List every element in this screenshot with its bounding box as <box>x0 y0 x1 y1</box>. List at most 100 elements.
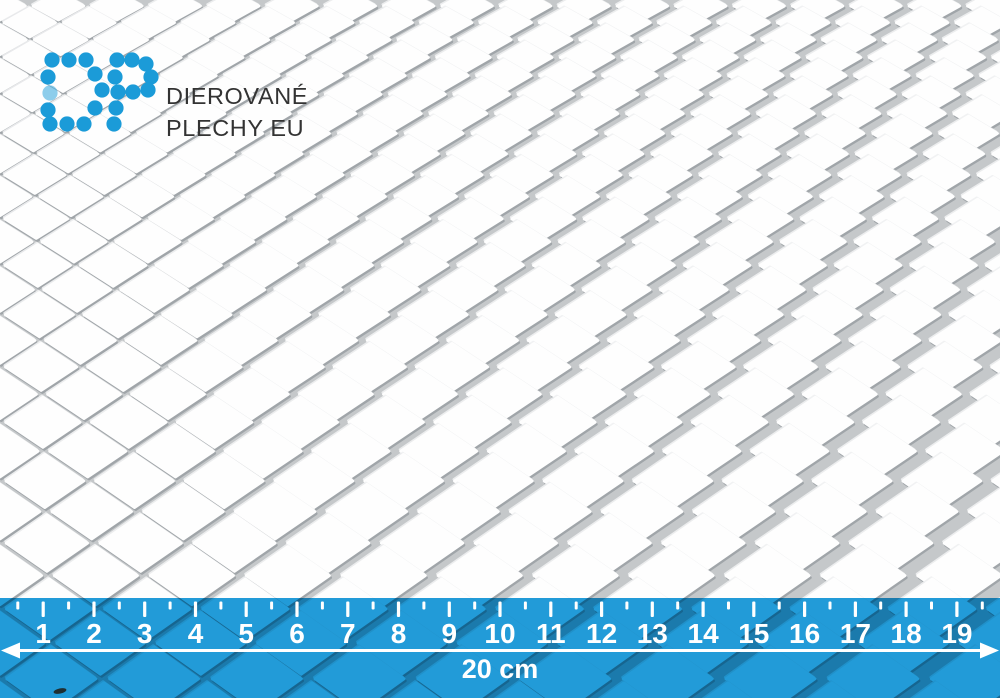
ruler-tick-minor <box>422 601 426 610</box>
mesh-opening <box>142 155 206 195</box>
mesh-opening <box>0 266 35 313</box>
ruler-tick-major <box>396 601 401 617</box>
mesh-opening <box>220 197 287 240</box>
logo-dot <box>109 52 125 68</box>
ruler-number: 4 <box>188 618 204 649</box>
mesh-opening <box>33 23 89 57</box>
mesh-opening <box>42 266 112 313</box>
logo-text-line1: DIEROVANÉ <box>166 83 309 109</box>
logo-dot <box>44 52 60 68</box>
mesh-opening <box>154 23 210 57</box>
mesh-strand-shadow <box>0 426 41 481</box>
ruler-number: 15 <box>738 618 769 649</box>
mesh-opening <box>214 23 271 57</box>
ruler-tick-minor <box>828 601 832 610</box>
mesh-opening <box>205 316 278 365</box>
mesh-opening <box>148 0 202 22</box>
logo-dot <box>140 82 156 98</box>
mesh-opening <box>90 395 168 449</box>
mesh-opening <box>244 545 331 607</box>
mesh-opening <box>3 197 69 240</box>
mesh-opening <box>184 453 265 509</box>
ruler-tick-minor <box>777 601 781 610</box>
logo-dot <box>138 56 154 72</box>
ruler-number: 11 <box>536 618 566 649</box>
mesh-opening <box>105 134 168 174</box>
mesh-opening <box>241 134 304 174</box>
logo-dot <box>61 52 77 68</box>
logo-dot <box>78 52 94 68</box>
logo-dot <box>110 84 126 100</box>
mesh-strand-shadow <box>0 484 43 543</box>
mesh-opening <box>240 291 312 339</box>
ruler-number: 18 <box>891 618 922 649</box>
ruler-arrow <box>1 642 999 659</box>
mesh-opening <box>31 0 86 22</box>
mesh-opening <box>261 395 339 449</box>
mesh-opening <box>93 23 149 57</box>
ruler-tick-major <box>853 601 857 617</box>
ruler-tick-major <box>650 601 654 617</box>
mesh-opening <box>48 424 128 479</box>
ruler-tick-major <box>346 601 350 617</box>
mesh-opening <box>251 176 316 218</box>
mesh-opening <box>94 453 175 509</box>
ruler-tick-minor <box>523 601 527 610</box>
mesh-opening <box>38 176 104 218</box>
ruler-tick-major <box>193 601 198 617</box>
mesh-opening <box>991 147 1000 161</box>
ruler-tick-minor <box>879 601 883 610</box>
ruler-tick-major <box>701 601 705 617</box>
logo-dot <box>94 82 110 98</box>
logo-dot <box>40 69 56 85</box>
ruler-tick-major <box>295 601 299 617</box>
ruler-tick-major <box>955 601 959 617</box>
ruler-tick-major <box>447 601 451 617</box>
mesh-opening <box>286 513 371 573</box>
ruler-number: 2 <box>86 618 102 649</box>
mesh-opening <box>211 155 275 195</box>
mesh-opening <box>86 342 161 392</box>
mesh-opening <box>136 424 215 479</box>
ruler-tick-minor <box>930 601 933 610</box>
mesh-opening <box>273 266 344 313</box>
ruler-tick-minor <box>270 601 274 610</box>
ruler-number: 1 <box>35 618 51 649</box>
mesh-opening <box>173 134 236 174</box>
photo-smudge-mark <box>53 688 67 694</box>
mesh-opening <box>991 474 1000 488</box>
mesh-opening <box>188 220 256 264</box>
mesh-opening <box>52 545 139 607</box>
mesh-opening <box>166 95 227 132</box>
mesh-opening <box>4 513 89 573</box>
mesh-opening <box>285 316 358 365</box>
mesh-opening <box>176 395 254 449</box>
ruler: 1 2 3 4 5 6 7 8 9 10 11 12 13 14 15 16 17 18 19 20 cm <box>1 601 999 694</box>
mesh-strand-shadow <box>0 370 39 422</box>
mesh-opening <box>124 316 198 365</box>
mesh-opening <box>0 23 28 57</box>
mesh-row <box>0 543 1000 609</box>
mesh-opening <box>148 197 214 240</box>
mesh-opening <box>46 368 122 420</box>
mesh-opening <box>223 58 281 93</box>
logo-dot <box>143 69 159 85</box>
ruler-tick-major <box>904 601 908 617</box>
ruler-number: 19 <box>941 618 972 649</box>
mesh-opening <box>203 114 265 153</box>
mesh-opening <box>2 76 62 113</box>
ruler-tick-major <box>600 601 604 617</box>
mesh-strand-shadow <box>0 268 36 315</box>
logo-dot <box>87 66 103 82</box>
mesh-opening <box>4 395 82 449</box>
mesh-opening <box>990 359 1000 375</box>
mesh-opening <box>3 291 75 339</box>
ruler-tick-major <box>752 601 756 617</box>
mesh-opening <box>232 95 292 132</box>
ruler-tick-minor <box>117 601 121 610</box>
ruler-tick-major <box>41 601 45 617</box>
logo-dot <box>42 116 58 132</box>
mesh-opening <box>40 220 108 264</box>
mesh-opening <box>991 51 1000 64</box>
mesh-opening <box>75 197 142 240</box>
